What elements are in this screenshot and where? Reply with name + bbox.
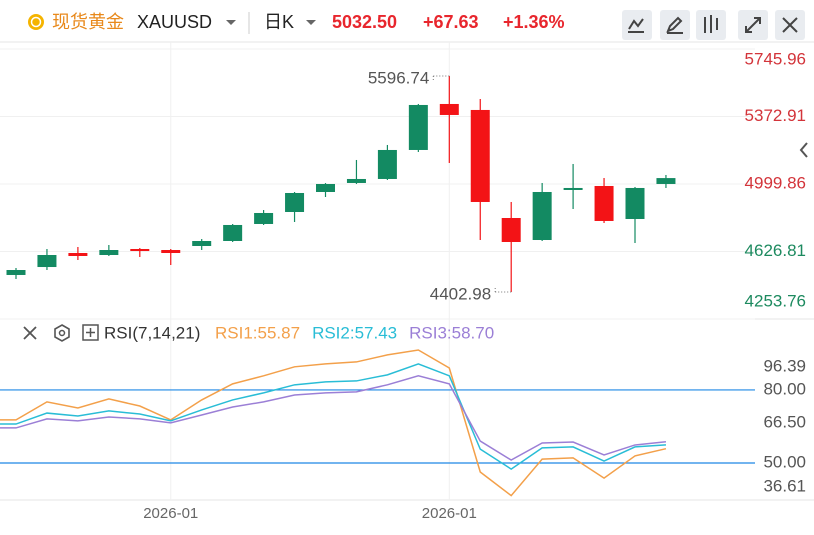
y-tick-label: 5372.91 xyxy=(745,106,806,125)
price: 5032.50 xyxy=(332,12,397,32)
toolbar xyxy=(622,10,805,40)
candle-body xyxy=(285,192,305,212)
y-tick-label: 4999.86 xyxy=(745,173,806,192)
change: +67.63 xyxy=(423,12,479,32)
candle-body xyxy=(346,178,366,183)
x-tick-label: 2026-01 xyxy=(143,505,198,522)
candle-body xyxy=(470,109,490,202)
candle-body xyxy=(6,270,26,275)
legend-entry: RSI3:58.70 xyxy=(409,323,494,342)
high-label: 5596.74 xyxy=(368,68,429,87)
y-tick-label: 4253.76 xyxy=(745,291,806,310)
candle-body xyxy=(254,212,274,224)
candle-body xyxy=(316,183,335,192)
candle-body xyxy=(532,191,552,241)
rsi-line xyxy=(0,363,666,470)
rsi-header: RSI(7,14,21) xyxy=(23,323,200,342)
symbol-name[interactable]: 现货黄金 xyxy=(52,12,124,32)
rsi-line xyxy=(0,375,667,461)
low-label: 4402.98 xyxy=(430,284,491,303)
candle-body xyxy=(37,255,57,268)
legend-entry: RSI2:57.43 xyxy=(312,323,397,342)
rsi-line xyxy=(0,349,667,497)
candle-body xyxy=(563,187,583,190)
y-tick-label: 96.39 xyxy=(763,356,806,375)
add-icon[interactable] xyxy=(82,324,99,341)
candle-body xyxy=(656,178,676,184)
add-icon-plus xyxy=(86,328,95,337)
y-tick-label: 50.00 xyxy=(763,452,806,471)
header: 现货黄金 XAUUSD 日K 5032.50 +67.63 +1.36% xyxy=(28,10,808,158)
candle-body xyxy=(501,217,521,242)
y-tick-label: 4626.81 xyxy=(745,241,806,260)
candle-body xyxy=(68,252,88,257)
y-tick-label: 80.00 xyxy=(763,379,806,398)
candle-body xyxy=(377,149,397,179)
draw-button[interactable] xyxy=(660,10,690,40)
legend-entry: RSI1:55.87 xyxy=(215,323,300,342)
candle-body xyxy=(594,185,614,221)
indicator-title: RSI(7,14,21) xyxy=(104,323,200,342)
settings-icon-center xyxy=(58,329,66,337)
x-tick-label: 2026-01 xyxy=(422,505,477,522)
period[interactable]: 日K xyxy=(264,12,294,32)
y-tick-label: 36.61 xyxy=(763,476,806,495)
candle-body xyxy=(99,250,119,256)
coin-icon-inner xyxy=(30,16,42,28)
candle-body xyxy=(223,224,243,241)
period-dropdown[interactable] xyxy=(306,20,316,25)
candle-body xyxy=(408,104,428,150)
candle-body xyxy=(161,250,181,253)
remove-icon[interactable] xyxy=(23,326,37,340)
settings-icon[interactable] xyxy=(54,324,70,342)
y-tick-label: 5745.96 xyxy=(745,49,806,68)
toolbar-icons xyxy=(628,15,798,34)
y-tick-label: 66.50 xyxy=(763,412,806,431)
candle-body xyxy=(625,187,645,219)
collapse-arrow[interactable] xyxy=(799,142,808,158)
candle-body xyxy=(130,248,150,252)
coin-icon xyxy=(28,14,44,30)
change-pct: +1.36% xyxy=(503,12,565,32)
candle-body xyxy=(192,240,212,246)
symbol-dropdown[interactable] xyxy=(226,20,236,25)
candle-body xyxy=(439,103,459,115)
symbol[interactable]: XAUUSD xyxy=(137,12,212,32)
